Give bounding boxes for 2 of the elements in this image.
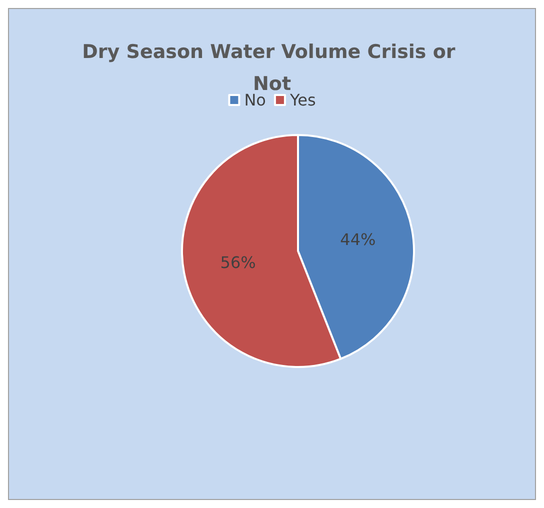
data-label: 44% xyxy=(340,230,376,250)
data-label: 56% xyxy=(220,252,256,272)
